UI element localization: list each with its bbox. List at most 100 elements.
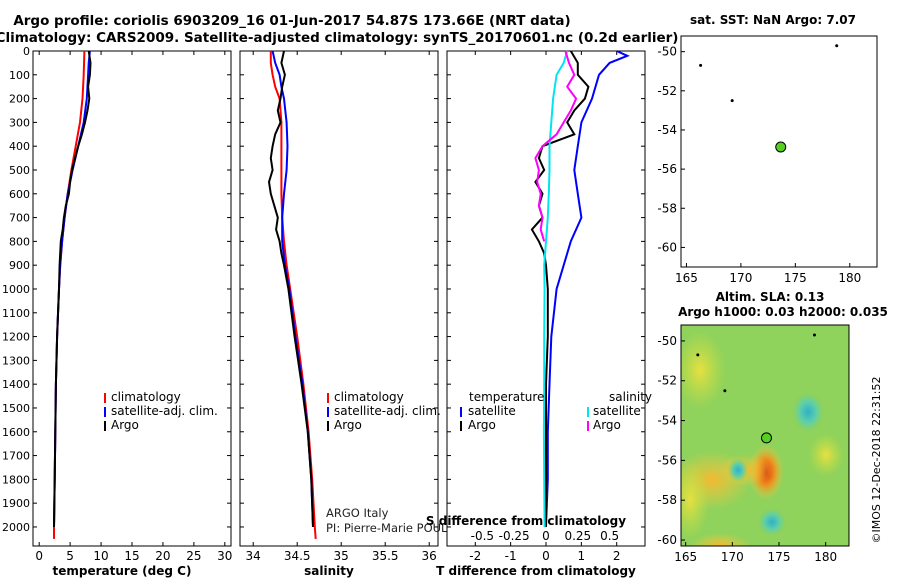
- salinity-legend-label: Argo: [334, 418, 362, 432]
- difference-s-tick-label: -0.25: [499, 529, 530, 543]
- sst_map-xtick-label: 165: [675, 271, 698, 285]
- salinity-xtick-label: 34.5: [284, 549, 311, 563]
- sst_map-xtick-label: 170: [729, 271, 752, 285]
- sla_map-ytick-label: -58: [657, 493, 677, 507]
- sst_map-frame: [680, 35, 878, 268]
- sst-map-title: sat. SST: NaN Argo: 7.07: [690, 13, 856, 27]
- depth-tick-label: 300: [9, 116, 30, 129]
- depth-tick-label: 200: [9, 93, 30, 106]
- sst_map-ytick-label: -56: [657, 162, 677, 176]
- temperature-xtick-label: 0: [35, 549, 43, 563]
- depth-tick-label: 1700: [2, 450, 30, 463]
- difference-s-tick-label: 0: [542, 529, 550, 543]
- depth-tick-label: 0: [23, 45, 30, 58]
- depth-tick-label: 2000: [2, 521, 30, 534]
- sla_map-xtick-label: 175: [768, 550, 791, 564]
- temperature-xtick-label: 25: [186, 549, 201, 563]
- temperature-xlabel: temperature (deg C): [53, 564, 192, 578]
- depth-tick-label: 100: [9, 69, 30, 82]
- difference-xlabel-top: S difference from climatology: [426, 514, 626, 528]
- salinity-series-argo: [267, 50, 314, 528]
- sla-map-island: [723, 389, 727, 393]
- sst_map-ytick-label: -54: [657, 123, 677, 137]
- depth-tick-label: 800: [9, 235, 30, 248]
- temperature-axes-frame: [32, 50, 232, 547]
- temperature-xtick-label: 20: [155, 549, 170, 563]
- sst_map-ytick-label: -52: [657, 84, 677, 98]
- figure-title-line-1: Argo profile: coriolis 6903209_16 01-Jun…: [13, 13, 570, 29]
- sla_map-xtick-label: 180: [814, 550, 837, 564]
- sla_map-ytick-label: -52: [657, 374, 677, 388]
- difference-legend-right-label: Argo: [593, 418, 621, 432]
- depth-tick-label: 900: [9, 259, 30, 272]
- difference-xtick-label: -2: [469, 549, 481, 563]
- sst_map-panel: 165 170 175 180 -50 -52 -54 -56 -58 -60 sat. SST: …: [657, 13, 878, 285]
- difference-legend-right-label: satellite: [593, 404, 641, 418]
- temperature-legend-label: Argo: [111, 418, 139, 432]
- depth-tick-label: 1300: [2, 354, 30, 367]
- sla_map-ytick-label: -54: [657, 414, 677, 428]
- depth-tick-label: 700: [9, 212, 30, 225]
- sla_map-ytick-label: -56: [657, 453, 677, 467]
- difference-panel: -2 -1 0 1 2T difference from climatology S di…: [426, 50, 652, 578]
- depth-tick-label: 1900: [2, 497, 30, 510]
- temperature-xtick-label: 15: [124, 549, 139, 563]
- sst_map-ytick-label: -50: [657, 45, 677, 59]
- difference-s-tick-label: 0.5: [600, 529, 619, 543]
- copyright-stamp: ©IMOS 12-Dec-2018 22:31:52: [870, 377, 883, 544]
- depth-tick-label: 1600: [2, 426, 30, 439]
- salinity-panel: 34 34.5 35 35.5 36 salinity climatologysatelli…: [239, 50, 441, 578]
- sst-map-island: [699, 63, 703, 67]
- depth-tick-label: 1100: [2, 307, 30, 320]
- salinity-xtick-label: 35: [334, 549, 349, 563]
- temperature-xtick-label: 10: [93, 549, 108, 563]
- sst-map-island: [835, 44, 839, 48]
- sst_map-xtick-label: 180: [838, 271, 861, 285]
- temperature-legend-label: satellite-adj. clim.: [111, 404, 218, 418]
- difference-s-tick-label: -0.5: [471, 529, 494, 543]
- depth-tick-label: 1800: [2, 473, 30, 486]
- credit-line-2: PI: Pierre-Marie POULAIN: [326, 521, 468, 535]
- difference-xtick-label: 0: [542, 549, 550, 563]
- sst-map-float-position: [775, 141, 787, 153]
- depth-tick-label: 600: [9, 188, 30, 201]
- salinity-xtick-label: 34: [246, 549, 261, 563]
- difference-legend-left-title: temperature: [469, 390, 544, 404]
- depth-tick-label: 1500: [2, 402, 30, 415]
- depth-tick-label: 400: [9, 140, 30, 153]
- salinity-legend-label: satellite-adj. clim.: [334, 404, 441, 418]
- temperature-xtick-label: 5: [66, 549, 74, 563]
- sla_map-ytick-label: -50: [657, 334, 677, 348]
- difference-legend-right-title: salinity: [609, 390, 652, 404]
- salinity-axes-frame: [239, 50, 439, 547]
- difference-legend-left-label: satellite: [468, 404, 516, 418]
- sst_map-ytick-label: -58: [657, 201, 677, 215]
- difference-xlabel: T difference from climatology: [436, 564, 636, 578]
- salinity-xlabel: salinity: [304, 564, 354, 578]
- credit-line-1: ARGO Italy: [326, 506, 389, 520]
- sla_map-xtick-label: 170: [721, 550, 744, 564]
- sst_map-ytick-label: -60: [657, 240, 677, 254]
- temperature-xtick-label: 30: [217, 549, 232, 563]
- difference-series-t-satellite: [545, 50, 630, 528]
- salinity-xtick-label: 36: [422, 549, 437, 563]
- difference-series-s-satellite: [542, 50, 569, 528]
- sla-map-float-position: [760, 432, 772, 444]
- temperature-legend-label: climatology: [111, 390, 181, 404]
- temperature-series-argo: [53, 50, 92, 528]
- difference-legend-left-label: Argo: [468, 418, 496, 432]
- sla-map-subtitle: Argo h1000: 0.03 h2000: 0.035: [678, 305, 888, 319]
- sla_map-panel: 165 170 175 180 -50 -52 -54 -56 -58 -60 Altim. SLA…: [657, 290, 888, 564]
- depth-tick-label: 1400: [2, 378, 30, 391]
- sla_map-frame: [680, 324, 850, 547]
- sla_map-xtick-label: 165: [674, 550, 697, 564]
- depth-tick-label: 1000: [2, 283, 30, 296]
- depth-tick-label: 500: [9, 164, 30, 177]
- difference-s-tick-label: 0.25: [564, 529, 591, 543]
- sla-heatmap: [681, 325, 849, 546]
- sla_map-ytick-label: -60: [657, 533, 677, 547]
- difference-xtick-label: 1: [578, 549, 586, 563]
- difference-series-t-argo: [530, 50, 590, 527]
- salinity-legend-label: climatology: [334, 390, 404, 404]
